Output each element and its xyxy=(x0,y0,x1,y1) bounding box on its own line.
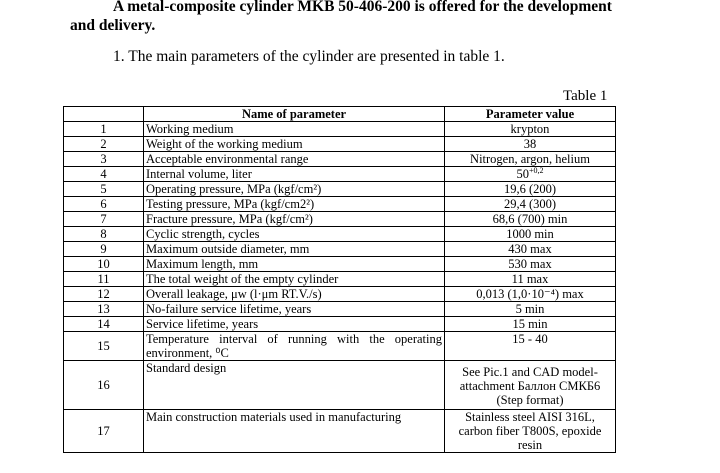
row-number: 8 xyxy=(63,226,144,242)
parameter-name: The total weight of the empty cylinder xyxy=(143,271,445,287)
parameter-name: Service lifetime, years xyxy=(143,316,445,332)
parameter-name: Testing pressure, MPa (kgf/cm2²) xyxy=(143,196,445,212)
header-cell xyxy=(63,106,144,122)
row-number: 2 xyxy=(63,136,144,152)
row-number: 13 xyxy=(63,301,144,317)
parameter-name: Overall leakage, μw (l·μm RT.V./s) xyxy=(143,286,445,302)
table-body: 1 Working medium krypton 2 Weight of the wor… xyxy=(63,121,616,453)
parameter-name: Fracture pressure, MPa (kgf/cm²) xyxy=(143,211,445,227)
table-row: 4 Internal volume, liter 50+0,2 xyxy=(63,165,616,182)
parameter-name: Maximum length, mm xyxy=(143,256,445,272)
table-row: 6 Testing pressure, MPa (kgf/cm2²) 29,4 (3… xyxy=(63,196,616,212)
row-number: 10 xyxy=(63,256,144,272)
table-row: 17 Main construction materials used in ma… xyxy=(63,409,616,453)
table-row: 11 The total weight of the empty cylinder… xyxy=(63,271,616,287)
table-row: 3 Acceptable environmental range Nitrogen,… xyxy=(63,151,616,167)
table-row: 15 Temperature interval of running with t… xyxy=(63,331,616,361)
row-number: 3 xyxy=(63,151,144,167)
parameter-name: Main construction materials used in manu… xyxy=(143,409,445,453)
parameter-name: Acceptable environmental range xyxy=(143,151,445,167)
table-row: 12 Overall leakage, μw (l·μm RT.V./s) 0,01… xyxy=(63,286,616,302)
table-row: 13 No-failure service lifetime, years 5 mi… xyxy=(63,301,616,317)
table-row: 16 Standard design See Pic.1 and CAD model… xyxy=(63,360,616,410)
parameter-value: 15 - 40 xyxy=(444,331,616,361)
row-number: 1 xyxy=(63,121,144,137)
parameter-value: 68,6 (700) min xyxy=(444,211,616,227)
parameter-value: 19,6 (200) xyxy=(444,181,616,197)
table-row: 1 Working medium krypton xyxy=(63,121,616,137)
parameter-name: Standard design xyxy=(143,360,445,410)
value-base: 50 xyxy=(516,167,529,181)
row-number: 6 xyxy=(63,196,144,212)
parameter-value: 11 max xyxy=(444,271,616,287)
header-cell: Name of parameter xyxy=(143,106,445,122)
title: and delivery. xyxy=(70,17,156,34)
table-row: 5 Operating pressure, MPa (kgf/cm²) 19,6 (… xyxy=(63,181,616,197)
parameter-value: Stainless steel AISI 316L, carbon fiber … xyxy=(444,409,616,453)
parameter-value: Nitrogen, argon, helium xyxy=(444,151,616,167)
parameter-name: Cyclic strength, cycles xyxy=(143,226,445,242)
parameter-value: See Pic.1 and CAD model-attachment Балло… xyxy=(444,360,616,410)
parameter-value: 530 max xyxy=(444,256,616,272)
value-tolerance: +0,2 xyxy=(528,165,544,175)
row-number: 12 xyxy=(63,286,144,302)
parameter-value: 0,013 (1,0·10⁻⁴) max xyxy=(444,286,616,302)
parameter-value: 38 xyxy=(444,136,616,152)
parameter-value: 5 min xyxy=(444,301,616,317)
parameter-value: 29,4 (300) xyxy=(444,196,616,212)
table-row: 2 Weight of the working medium 38 xyxy=(63,136,616,152)
table-caption: Table 1 xyxy=(563,88,608,104)
row-number: 16 xyxy=(63,360,144,410)
parameter-table: Name of parameter Parameter value 1 Worki… xyxy=(63,106,616,453)
parameter-name: Working medium xyxy=(143,121,445,137)
parameter-name: Operating pressure, MPa (kgf/cm²) xyxy=(143,181,445,197)
row-number: 5 xyxy=(63,181,144,197)
intro: 1. The main parameters of the cylinder a… xyxy=(113,48,505,65)
parameter-value: 1000 min xyxy=(444,226,616,242)
row-number: 11 xyxy=(63,271,144,287)
table-row: 14 Service lifetime, years 15 min xyxy=(63,316,616,332)
parameter-value: 15 min xyxy=(444,316,616,332)
table-row: 8 Cyclic strength, cycles 1000 min xyxy=(63,226,616,242)
parameter-name: Temperature interval of running with the… xyxy=(143,331,445,361)
parameter-name: No-failure service lifetime, years xyxy=(143,301,445,317)
parameter-name: Weight of the working medium xyxy=(143,136,445,152)
row-number: 7 xyxy=(63,211,144,227)
table-row: 9 Maximum outside diameter, mm 430 max xyxy=(63,241,616,257)
header-cell: Parameter value xyxy=(444,106,616,122)
parameter-value: 50+0,2 xyxy=(444,165,616,182)
row-number: 14 xyxy=(63,316,144,332)
row-number: 9 xyxy=(63,241,144,257)
header-row: Name of parameter Parameter value xyxy=(63,106,616,122)
table-row: 10 Maximum length, mm 530 max xyxy=(63,256,616,272)
parameter-value: krypton xyxy=(444,121,616,137)
parameter-name: Maximum outside diameter, mm xyxy=(143,241,445,257)
parameter-name: Internal volume, liter xyxy=(143,166,445,182)
table-row: 7 Fracture pressure, MPa (kgf/cm²) 68,6 (7… xyxy=(63,211,616,227)
title: A metal-composite cylinder MKB 50-406-20… xyxy=(113,0,612,15)
parameter-value: 430 max xyxy=(444,241,616,257)
row-number: 17 xyxy=(63,409,144,453)
row-number: 15 xyxy=(63,331,144,361)
row-number: 4 xyxy=(63,166,144,182)
